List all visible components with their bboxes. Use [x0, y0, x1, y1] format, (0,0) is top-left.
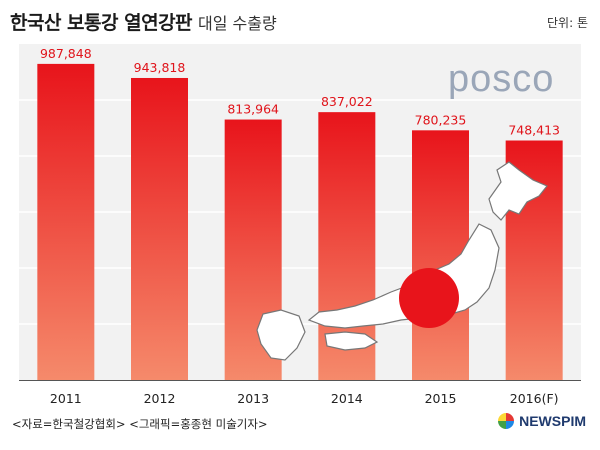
- plot-area: 987,848 943,818 813,964 837,022 780,235 748,4…: [19, 44, 581, 380]
- japan-map-illustration: [256, 161, 548, 361]
- kyushu-shape: [256, 309, 306, 361]
- bar-chart: 987,848 943,818 813,964 837,022 780,235 748,4…: [19, 46, 581, 380]
- bar-2012: [131, 77, 188, 380]
- source-credit: <자료=한국철강협회> <그래픽=홍종현 미술기자>: [12, 417, 268, 431]
- x-tick-label-2013: 2013: [237, 391, 269, 406]
- value-label-2013: 813,964: [227, 102, 279, 117]
- value-label-2016(F): 748,413: [508, 123, 560, 138]
- chart-title: 한국산 보통강 열연강판: [10, 12, 193, 34]
- shikoku-shape: [324, 331, 379, 351]
- x-tick-label-2012: 2012: [144, 391, 176, 406]
- posco-logo: posco: [448, 58, 555, 100]
- value-label-2011: 987,848: [40, 46, 92, 61]
- x-tick-label-2015: 2015: [425, 391, 457, 406]
- unit-label: 단위: 톤: [547, 16, 588, 30]
- bar-2011: [37, 63, 95, 380]
- x-tick-label-2011: 2011: [50, 391, 82, 406]
- x-axis-line: [19, 380, 581, 381]
- red-sun-circle: [399, 268, 459, 328]
- value-label-2012: 943,818: [134, 60, 186, 75]
- chart-subtitle: 대일 수출량: [198, 14, 277, 33]
- x-axis-tick-labels: 2011 2012 2013 2014 2015 2016(F): [50, 391, 559, 406]
- x-tick-label-2016(F): 2016(F): [510, 391, 559, 406]
- hokkaido-shape: [488, 161, 548, 221]
- value-labels: 987,848 943,818 813,964 837,022 780,235 748,4…: [40, 46, 560, 138]
- x-tick-label-2014: 2014: [331, 391, 363, 406]
- chart-title-row: 한국산 보통강 열연강판 대일 수출량: [10, 8, 277, 36]
- newspim-brand-text: NEWSPIM: [519, 413, 586, 429]
- newspim-brand: NEWSPIM: [498, 413, 586, 429]
- value-label-2014: 837,022: [321, 94, 373, 109]
- value-label-2015: 780,235: [415, 112, 467, 127]
- bars: [37, 63, 563, 380]
- gridlines: [19, 99, 581, 325]
- newspim-logo-icon: [498, 413, 515, 429]
